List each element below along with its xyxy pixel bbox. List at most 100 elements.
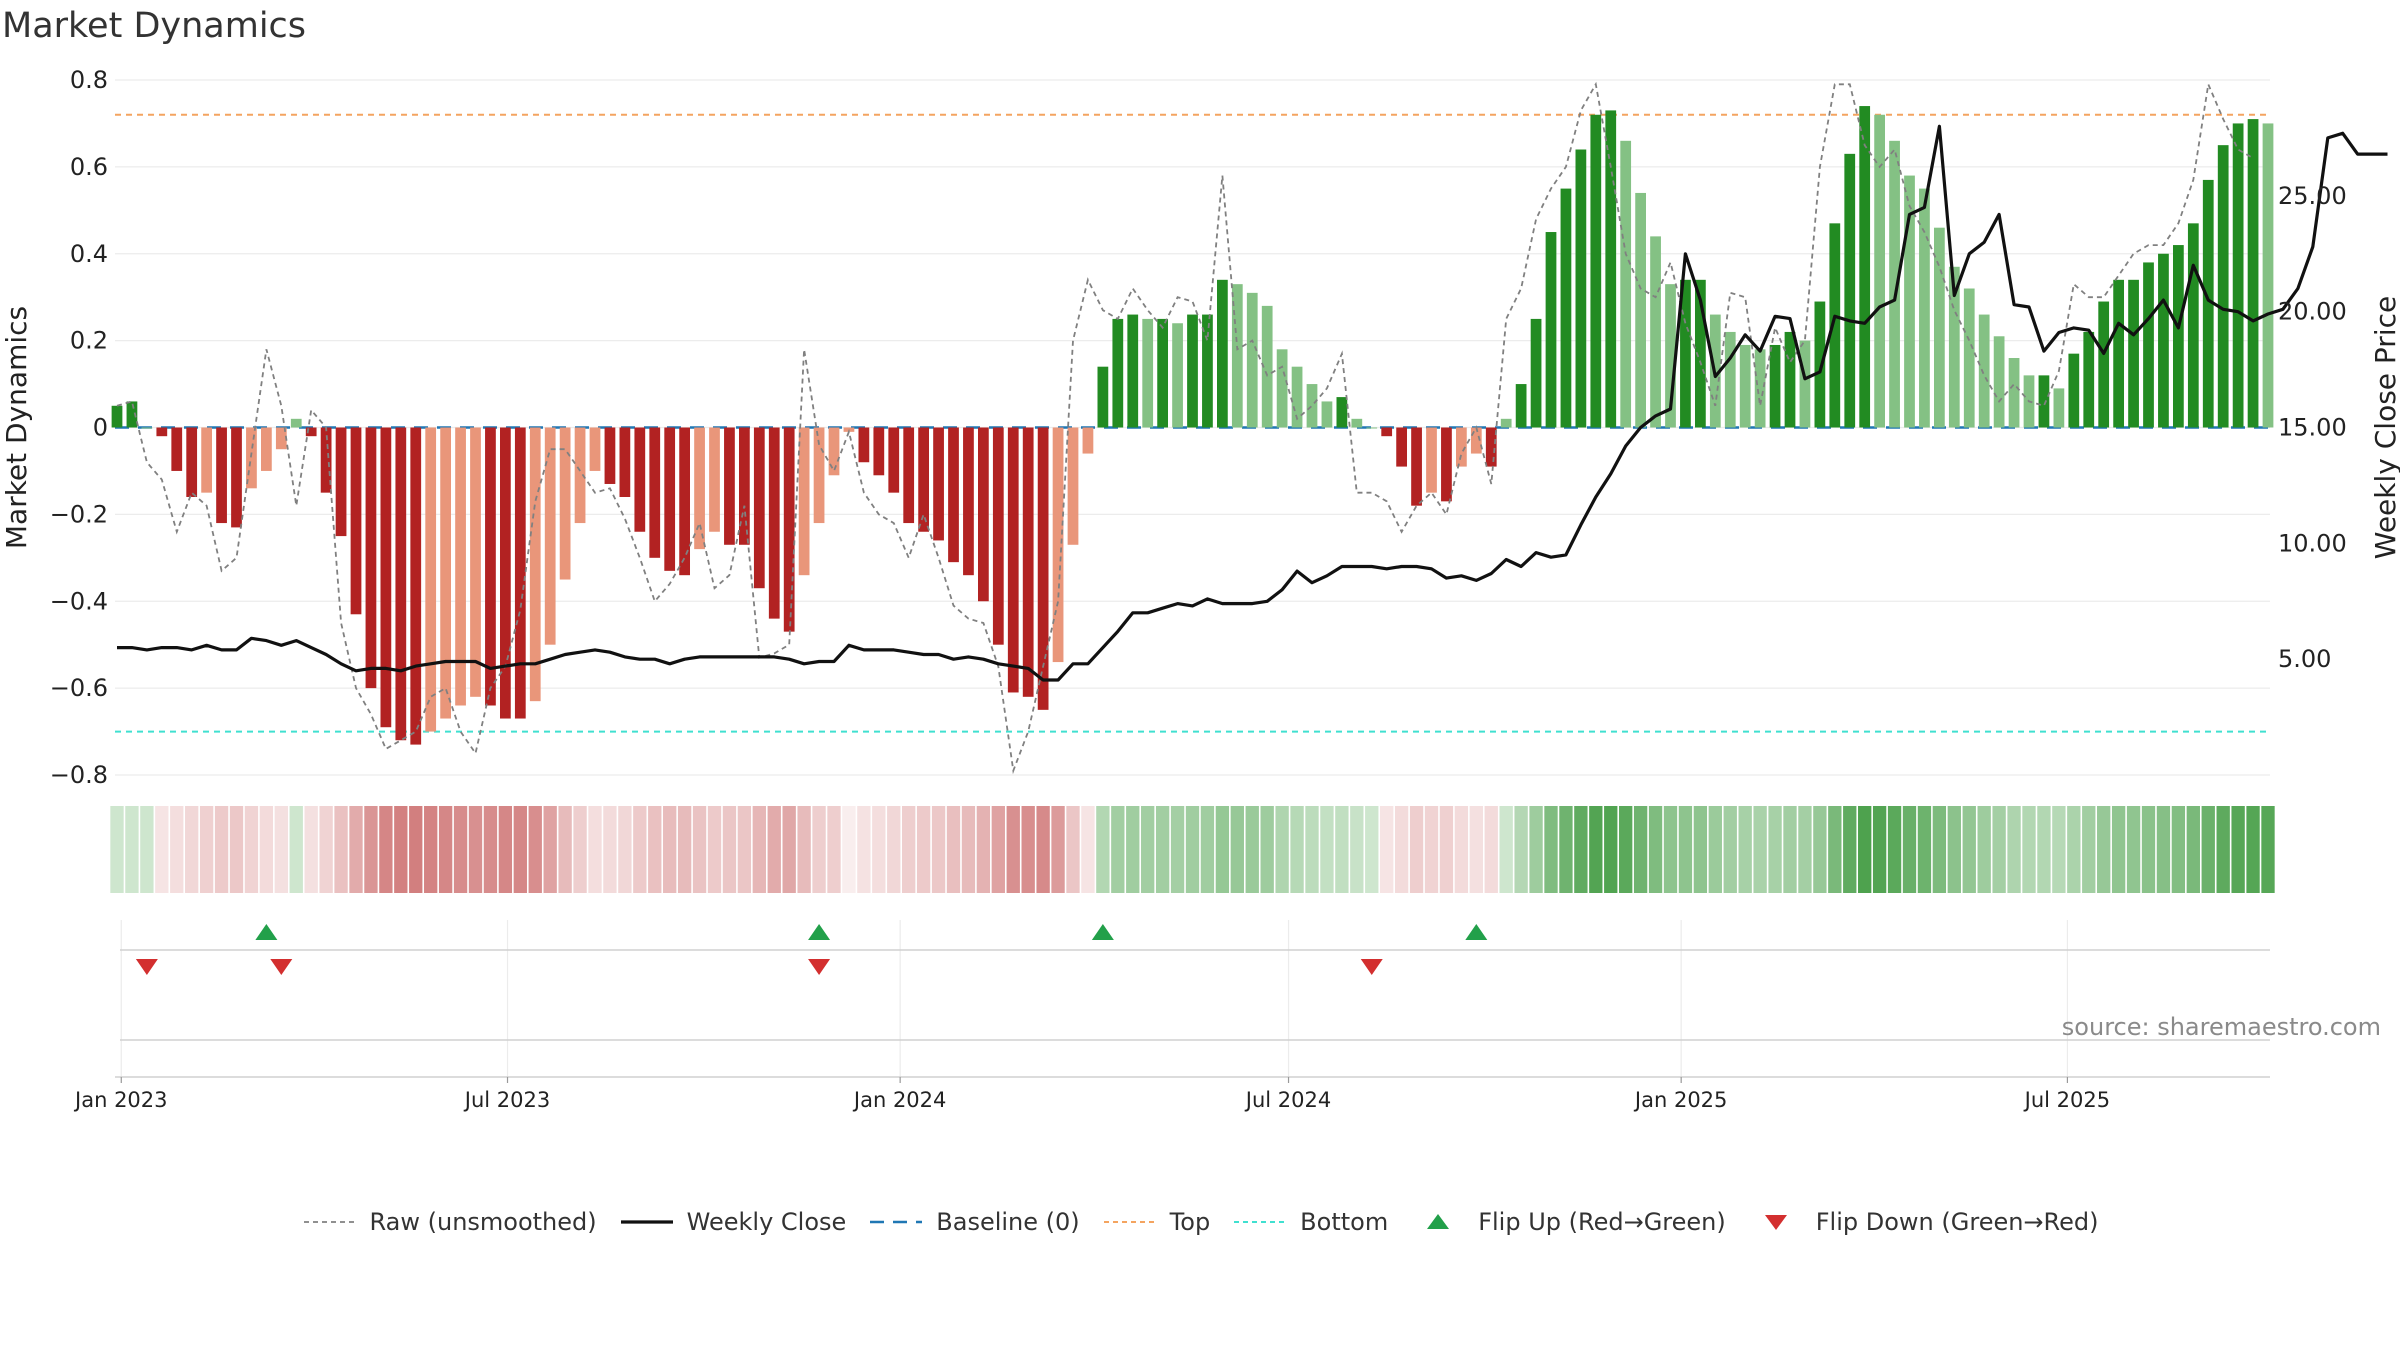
bar: [1889, 140, 1900, 428]
band-cell: [1693, 806, 1708, 893]
bar: [1097, 366, 1109, 428]
x-tick-label: Jul 2025: [2023, 1088, 2110, 1112]
y2-tick-label: 20.00: [2278, 298, 2347, 326]
bar: [335, 427, 347, 537]
flip-down-marker: [1360, 959, 1383, 975]
band-cell: [1469, 806, 1483, 893]
band-cell: [1902, 806, 1917, 893]
bar: [1694, 279, 1706, 428]
band-cell: [782, 806, 796, 893]
bar: [425, 427, 437, 732]
bar: [1366, 427, 1378, 429]
bar: [305, 427, 317, 437]
bar: [275, 427, 287, 450]
legend-swatch-flip_up: [1410, 1212, 1466, 1232]
band-cell: [1454, 806, 1469, 893]
bar: [1650, 236, 1661, 428]
bar: [1560, 188, 1572, 428]
legend-label: Flip Up (Red→Green): [1478, 1208, 1726, 1236]
band-cell: [1529, 806, 1543, 893]
band-cell: [916, 806, 931, 893]
band-cell: [438, 806, 453, 893]
bar: [1605, 110, 1617, 428]
bar: [724, 427, 735, 545]
bar: [1426, 427, 1437, 493]
y-tick-label: −0.6: [50, 674, 108, 702]
band-cell: [2067, 806, 2081, 893]
band-cell: [872, 806, 886, 893]
y2-axis-title: Weekly Close Price: [2369, 296, 2400, 559]
bar: [1142, 318, 1154, 428]
bar: [798, 427, 810, 576]
bar: [1919, 188, 1930, 428]
weekly-close-line: [117, 124, 2388, 682]
bar: [1530, 318, 1542, 428]
band-cell: [663, 806, 677, 893]
band-cell: [2037, 806, 2051, 893]
bar: [1351, 418, 1363, 428]
bar: [1665, 284, 1676, 428]
bar: [1769, 344, 1781, 428]
band-cell: [1066, 806, 1080, 893]
x-tick-label: Jan 2023: [73, 1088, 168, 1112]
band-cell: [2097, 806, 2111, 893]
bar: [290, 418, 302, 428]
band-cell: [304, 806, 318, 893]
band-cell: [2022, 806, 2036, 893]
band-cell: [2082, 806, 2096, 893]
band-cell: [1843, 806, 1857, 893]
band-cell: [140, 806, 154, 893]
band-cell: [424, 806, 438, 893]
band-cell: [2171, 806, 2186, 893]
bar: [1620, 140, 1632, 428]
bar: [2143, 262, 2154, 428]
bar: [992, 427, 1004, 645]
flip-up-marker: [808, 924, 831, 940]
bar: [455, 427, 466, 706]
bar: [126, 401, 138, 428]
legend-swatch-top: [1102, 1212, 1158, 1232]
bar: [768, 427, 780, 619]
bar: [634, 427, 646, 532]
band-cell: [289, 806, 303, 893]
band-cell: [752, 806, 766, 893]
band-cell: [1155, 806, 1170, 893]
band-cell: [812, 806, 826, 893]
band-cell: [1768, 806, 1782, 893]
x-tick-label: Jan 2024: [852, 1088, 947, 1112]
y-axis-title: Market Dynamics: [0, 306, 33, 549]
bar: [963, 427, 974, 576]
bar: [231, 427, 242, 528]
bar: [1724, 331, 1736, 428]
band-cell: [677, 806, 692, 893]
band-cell: [2141, 806, 2156, 893]
band-cell: [2216, 806, 2230, 893]
band-cell: [244, 806, 259, 893]
band-cell: [528, 806, 542, 893]
bar: [171, 427, 183, 471]
legend-item-baseline: Baseline (0): [868, 1208, 1080, 1236]
bar: [2038, 375, 2050, 428]
bar: [694, 427, 705, 550]
bar: [260, 427, 272, 471]
bar: [2247, 119, 2259, 428]
bar: [2098, 301, 2110, 428]
legend: Raw (unsmoothed) Weekly Close Baseline (0)…: [0, 1208, 2400, 1236]
band-cell: [513, 806, 527, 893]
band-cell: [2126, 806, 2141, 893]
band-cell: [1858, 806, 1872, 893]
y2-tick-label: 15.00: [2278, 414, 2347, 442]
band-cell: [603, 806, 617, 893]
band-cell: [409, 806, 423, 893]
y-tick-label: 0.8: [70, 66, 108, 94]
legend-swatch-bottom: [1232, 1212, 1288, 1232]
dynamics-bars: [111, 106, 2274, 745]
band-cell: [991, 806, 1005, 893]
bar: [574, 427, 586, 524]
x-tick-label: Jul 2023: [463, 1088, 550, 1112]
band-cell: [2052, 806, 2066, 893]
axes: Jan 2023 Jul 2023 Jan 2024 Jul 2024 Jan 2025…: [50, 66, 2347, 1112]
legend-item-top: Top: [1102, 1208, 1210, 1236]
band-cell: [1335, 806, 1349, 893]
